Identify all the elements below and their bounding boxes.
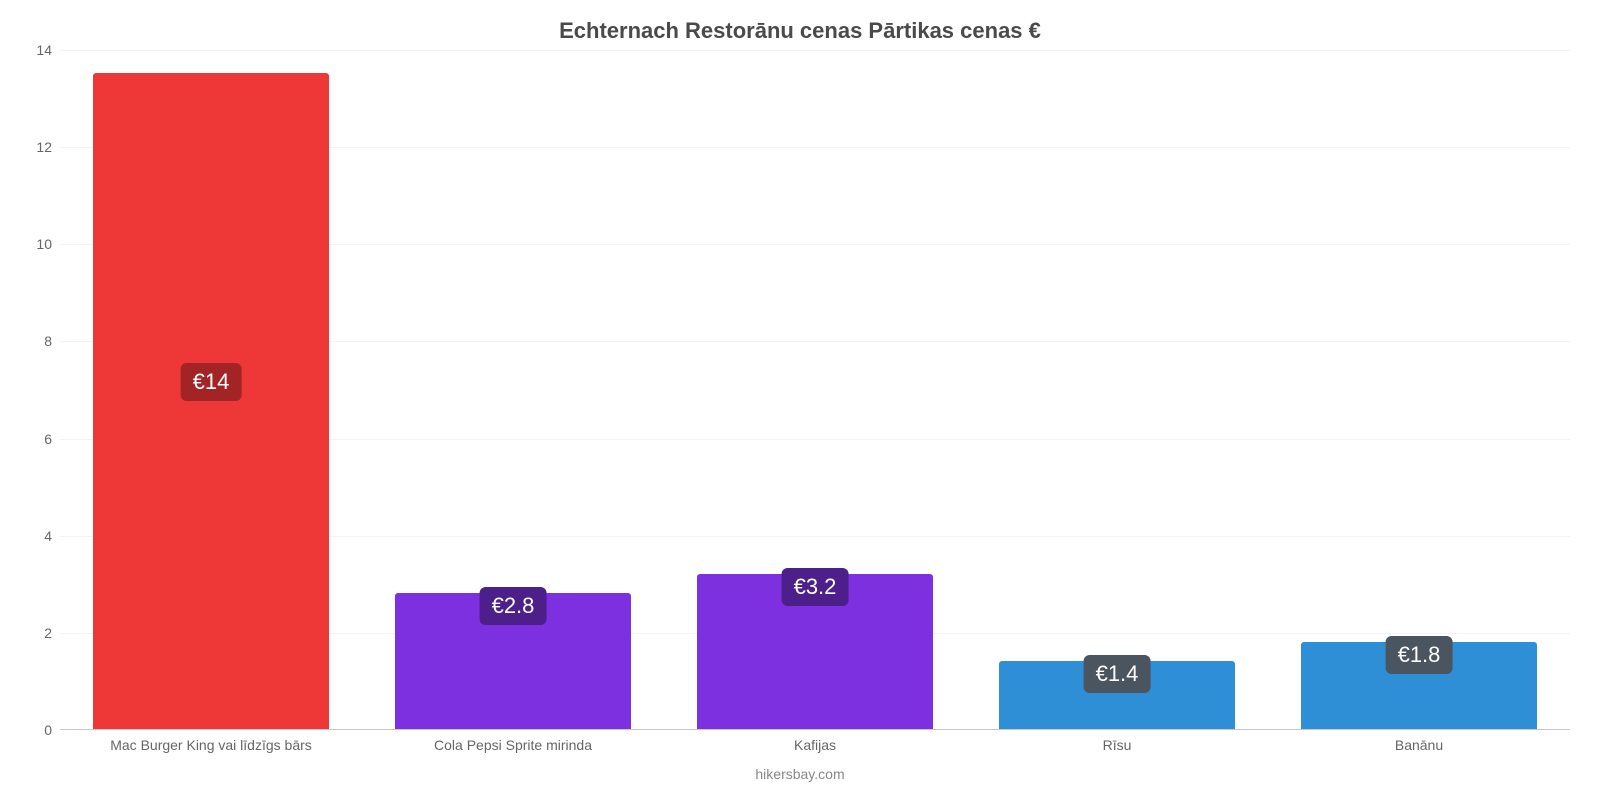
chart-footer: hikersbay.com	[0, 766, 1600, 782]
bar-value-label: €14	[181, 363, 242, 401]
chart-plot-area: 02468101214€14Mac Burger King vai līdzīg…	[60, 50, 1570, 730]
x-tick-label: Cola Pepsi Sprite mirinda	[434, 737, 592, 753]
y-tick-label: 6	[44, 431, 52, 447]
gridline	[60, 50, 1570, 51]
y-tick-label: 2	[44, 625, 52, 641]
bar-value-label: €1.4	[1084, 655, 1151, 693]
y-tick-label: 0	[44, 722, 52, 738]
y-tick-label: 8	[44, 333, 52, 349]
y-tick-label: 14	[36, 42, 52, 58]
y-tick-label: 10	[36, 236, 52, 252]
y-tick-label: 4	[44, 528, 52, 544]
plot: 02468101214€14Mac Burger King vai līdzīg…	[60, 50, 1570, 730]
chart-title: Echternach Restorānu cenas Pārtikas cena…	[0, 0, 1600, 44]
x-tick-label: Kafijas	[794, 737, 836, 753]
bar-value-label: €1.8	[1386, 636, 1453, 674]
x-tick-label: Mac Burger King vai līdzīgs bārs	[110, 737, 312, 753]
y-tick-label: 12	[36, 139, 52, 155]
x-tick-label: Rīsu	[1103, 737, 1132, 753]
bar-value-label: €3.2	[782, 568, 849, 606]
x-tick-label: Banānu	[1395, 737, 1443, 753]
bar-value-label: €2.8	[480, 587, 547, 625]
